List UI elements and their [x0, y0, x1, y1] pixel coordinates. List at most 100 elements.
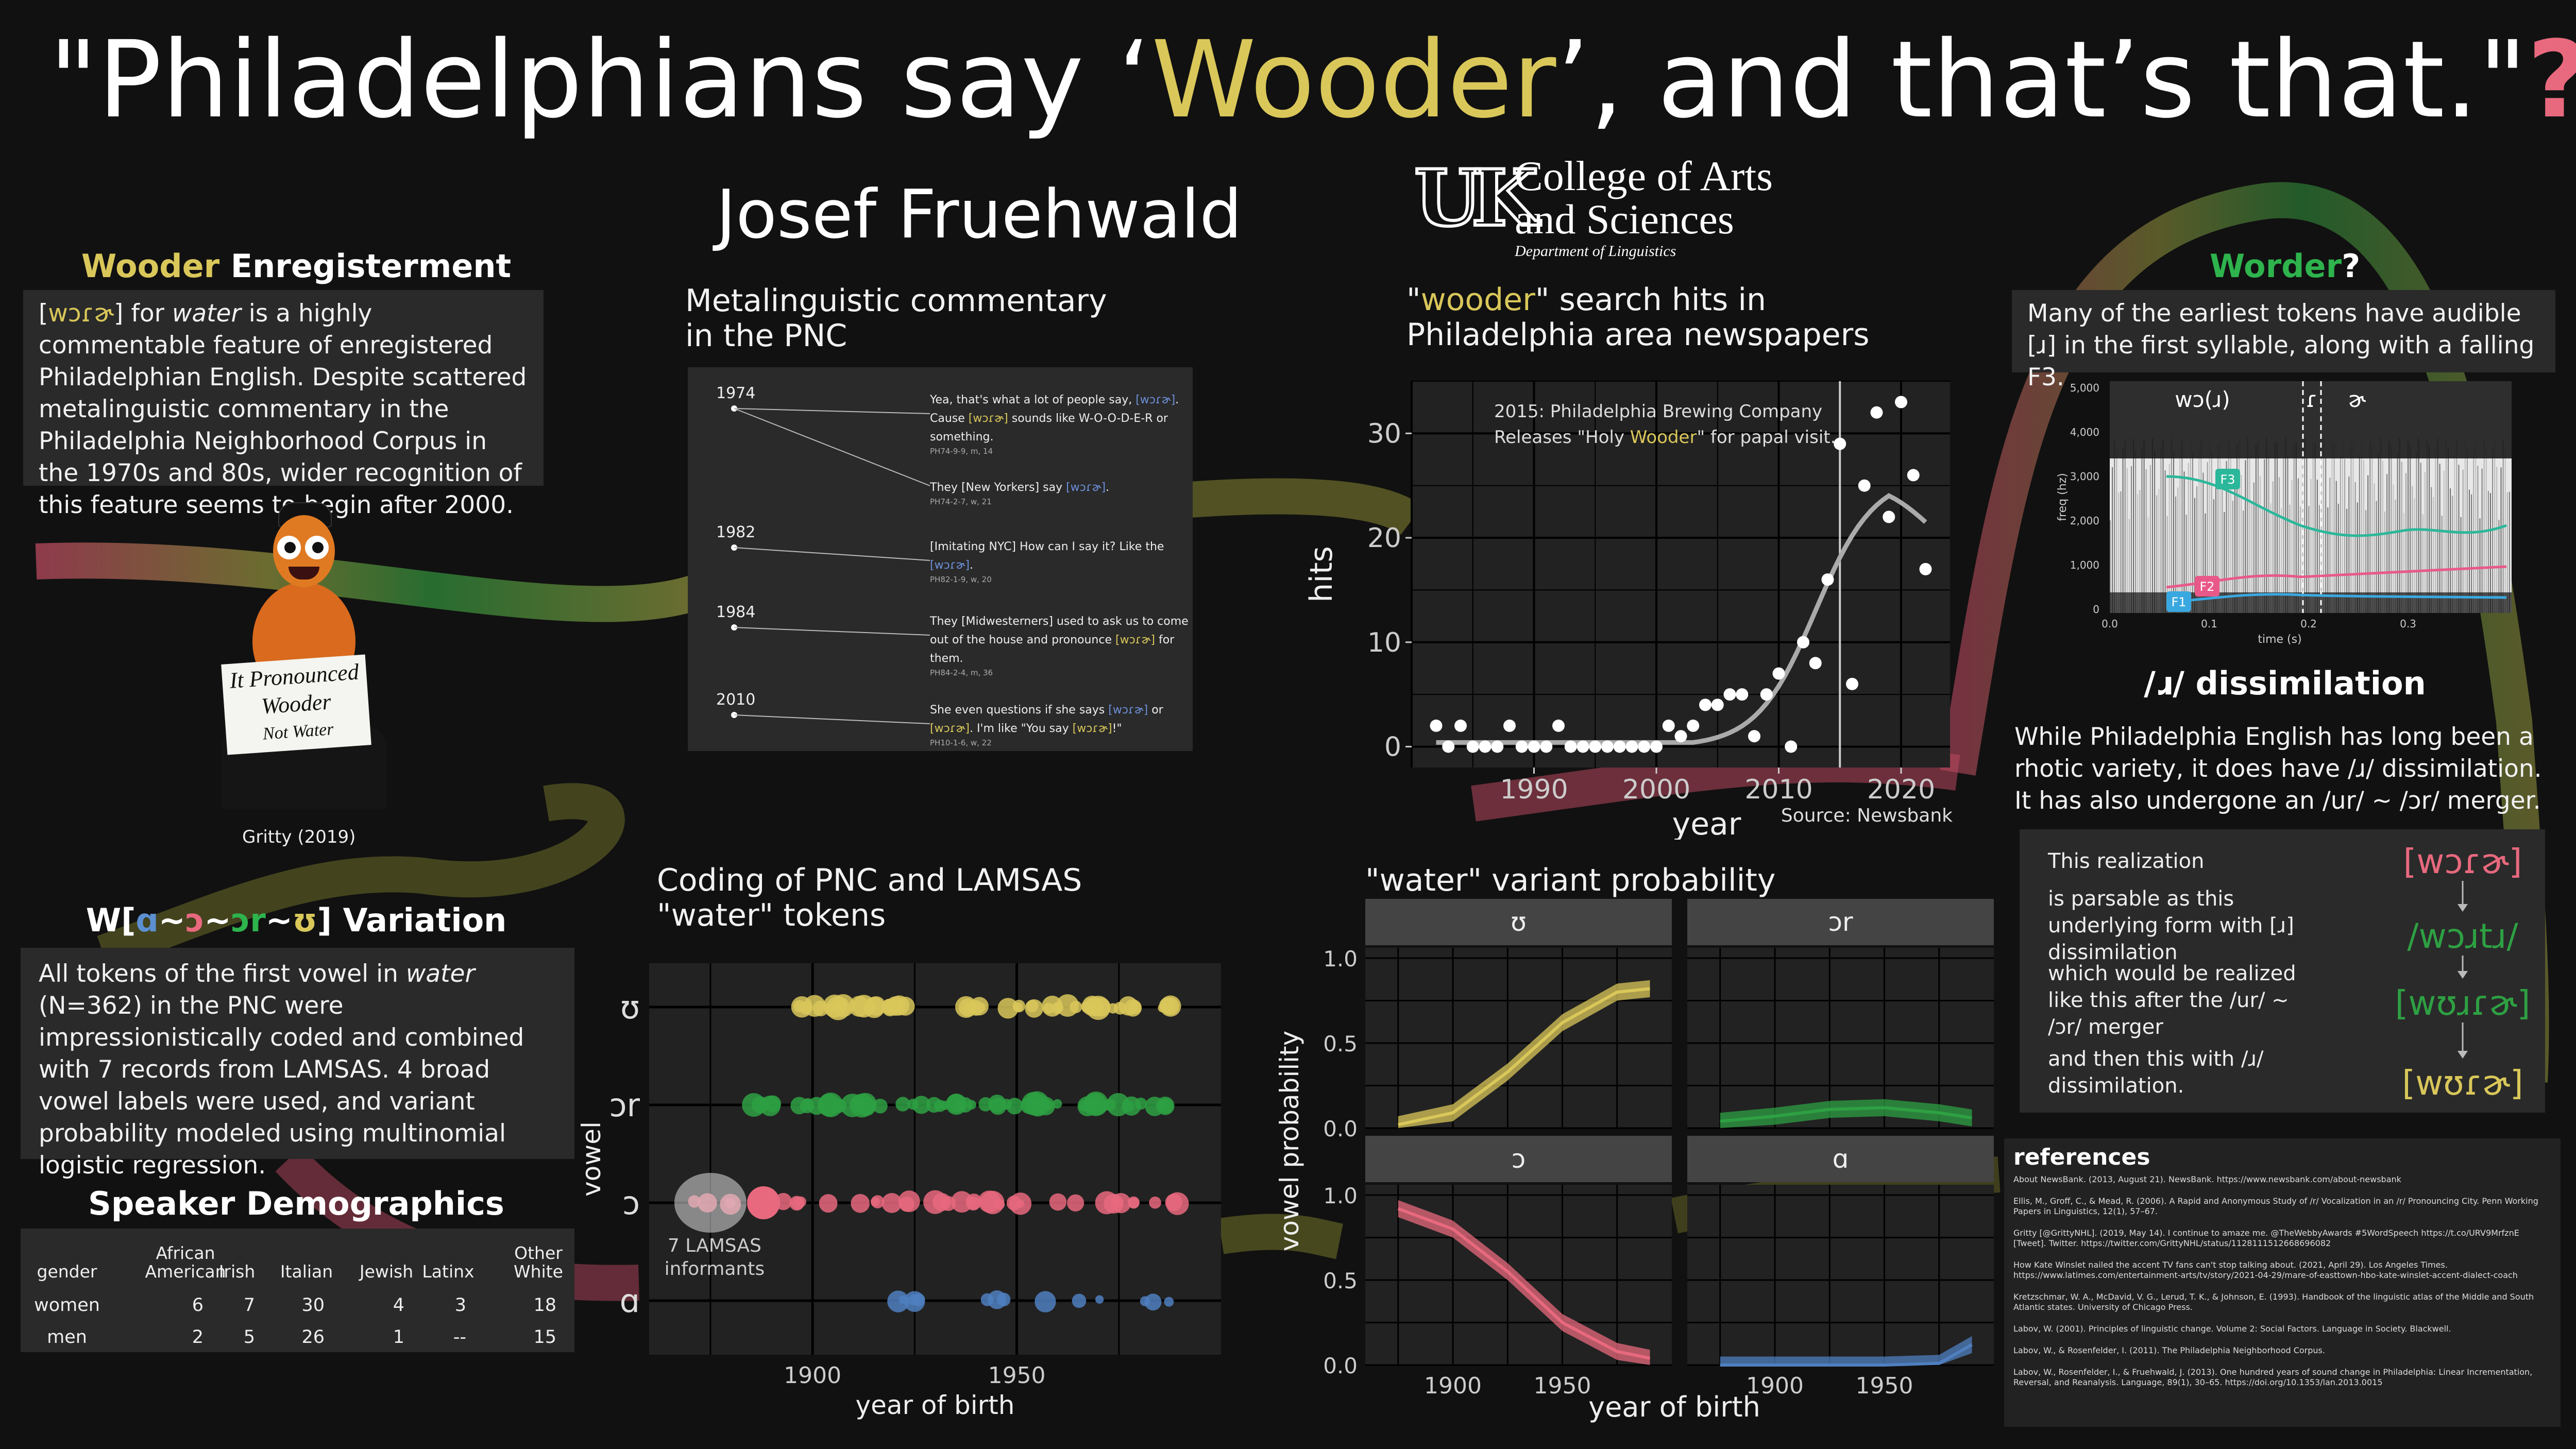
coding-point: [957, 1097, 973, 1113]
poster-title: "Philadelphians say ‘Wooder’, and that’s…: [49, 21, 2576, 139]
enreg-ipa: wɔɾɚ: [48, 299, 114, 328]
spec-band: [2245, 460, 2246, 613]
probability-chart: ʊ 0.0 0.5 1.0 ɔr ɔ 0.0 0.5 1.0 1900 1950 ɑ 1900 1950 v…: [1275, 899, 1994, 1423]
spec-band: [2190, 438, 2191, 613]
dissim-form: /wɔɹtɹ/: [2407, 916, 2518, 956]
coding-point: [1165, 1194, 1183, 1212]
news-point: [1907, 469, 1920, 482]
prob-strip: [1365, 899, 1672, 945]
var-t1: All tokens of the first vowel in: [39, 960, 406, 988]
coding-point: [882, 998, 897, 1014]
meta-cite: PH82-1-9, w, 20: [930, 575, 992, 584]
spec-band: [2295, 442, 2297, 613]
f3-track: [2166, 475, 2507, 537]
meta-cite: PH74-9-9, m, 14: [930, 447, 993, 456]
spec-band: [2509, 491, 2510, 613]
demo-cell: --: [453, 1327, 466, 1348]
spec-band: [2312, 442, 2314, 613]
spec-band: [2427, 440, 2428, 613]
meta-year: 1974: [716, 384, 755, 402]
news-xtick-label: 2000: [1622, 774, 1690, 805]
coding-point: [1158, 1003, 1167, 1013]
coding-point: [904, 1291, 925, 1312]
spec-band: [2297, 478, 2299, 613]
dissim-arrowhead: [2458, 1051, 2468, 1059]
news-h-hl: wooder: [1420, 282, 1535, 318]
spec-band: [2183, 471, 2185, 613]
news-ytick-label: 0: [1384, 731, 1401, 762]
spec-band: [2327, 507, 2329, 613]
spec-band: [2361, 438, 2362, 613]
title-mark: ?: [2527, 18, 2576, 142]
news-point: [1674, 730, 1687, 743]
spec-band: [2382, 461, 2383, 613]
formant-label: F2: [2199, 579, 2214, 594]
news-point: [1736, 688, 1749, 701]
spec-band: [2416, 452, 2417, 613]
worder-h-b: ?: [2342, 247, 2361, 285]
var-h-d: ʊ: [292, 901, 317, 939]
spec-band: [2405, 473, 2406, 613]
prob-xtick: 1900: [1746, 1373, 1804, 1399]
spec-ytick: 5,000: [2070, 382, 2099, 394]
spec-band: [2323, 438, 2325, 613]
prob-strip: [1687, 899, 1994, 945]
news-point: [1528, 740, 1540, 753]
spec-band: [2205, 513, 2206, 613]
spec-band: [2272, 481, 2274, 613]
news-ytick-label: 20: [1367, 523, 1401, 554]
spec-band: [2131, 466, 2132, 613]
news-point: [1454, 719, 1467, 732]
coding-point: [1086, 1097, 1100, 1112]
spec-band: [2116, 449, 2117, 613]
news-source: Source: Newsbank: [1781, 805, 1953, 826]
references-list: About NewsBank. (2013, August 21). NewsB…: [2013, 1174, 2551, 1388]
coding-xtick: 1900: [784, 1362, 841, 1389]
spec-band: [2487, 491, 2489, 613]
coding-point: [1054, 1002, 1063, 1012]
meta-heading: Metalinguistic commentary in the PNC: [685, 283, 1107, 354]
spec-band: [2439, 464, 2441, 613]
spec-ytick: 4,000: [2070, 426, 2099, 438]
spec-band: [2481, 468, 2483, 613]
news-point: [1748, 730, 1760, 743]
news-point: [1858, 479, 1871, 492]
spec-band: [2175, 497, 2177, 613]
meta-connector: [734, 714, 930, 724]
spec-band: [2264, 459, 2265, 613]
enreg-t3: is a highly commentable feature of enreg…: [39, 299, 527, 519]
var-h-c: ɔr: [231, 901, 266, 939]
references-heading: references: [2013, 1144, 2150, 1170]
coding-point: [832, 1099, 846, 1113]
spec-band: [2490, 493, 2491, 613]
demo-col-header: White: [514, 1262, 563, 1282]
coding-point: [1158, 1098, 1174, 1114]
spec-band: [2249, 454, 2250, 613]
news-point: [1503, 719, 1516, 732]
formant-label: F1: [2171, 595, 2186, 609]
prob-xlabel: year of birth: [1588, 1391, 1760, 1423]
spec-band: [2464, 439, 2466, 613]
news-xtick-label: 2010: [1744, 774, 1812, 805]
spec-band: [2219, 440, 2221, 613]
coding-point: [851, 1194, 870, 1213]
spec-band: [2152, 438, 2153, 613]
spec-band: [2371, 445, 2373, 613]
meta-quote-line: Cause [wɔɾɚ] sounds like W-O-O-D-E-R or: [930, 412, 1168, 425]
spec-band: [2149, 465, 2151, 613]
spec-band: [2192, 452, 2193, 613]
prob-xtick: 1900: [1424, 1373, 1482, 1399]
coding-point: [923, 1190, 947, 1214]
spec-band: [2253, 482, 2255, 613]
spec-band: [2154, 450, 2156, 613]
spec-band: [2171, 438, 2172, 613]
prob-strip-label: ɔ: [1512, 1144, 1526, 1174]
coding-point: [795, 1196, 806, 1207]
spec-band: [2118, 492, 2120, 613]
spec-band: [2483, 439, 2485, 613]
worder-heading: Worder?: [2009, 247, 2561, 285]
spec-band: [2452, 496, 2453, 613]
spec-band: [2276, 442, 2278, 613]
spec-band: [2147, 517, 2149, 613]
spec-band: [2185, 515, 2187, 613]
